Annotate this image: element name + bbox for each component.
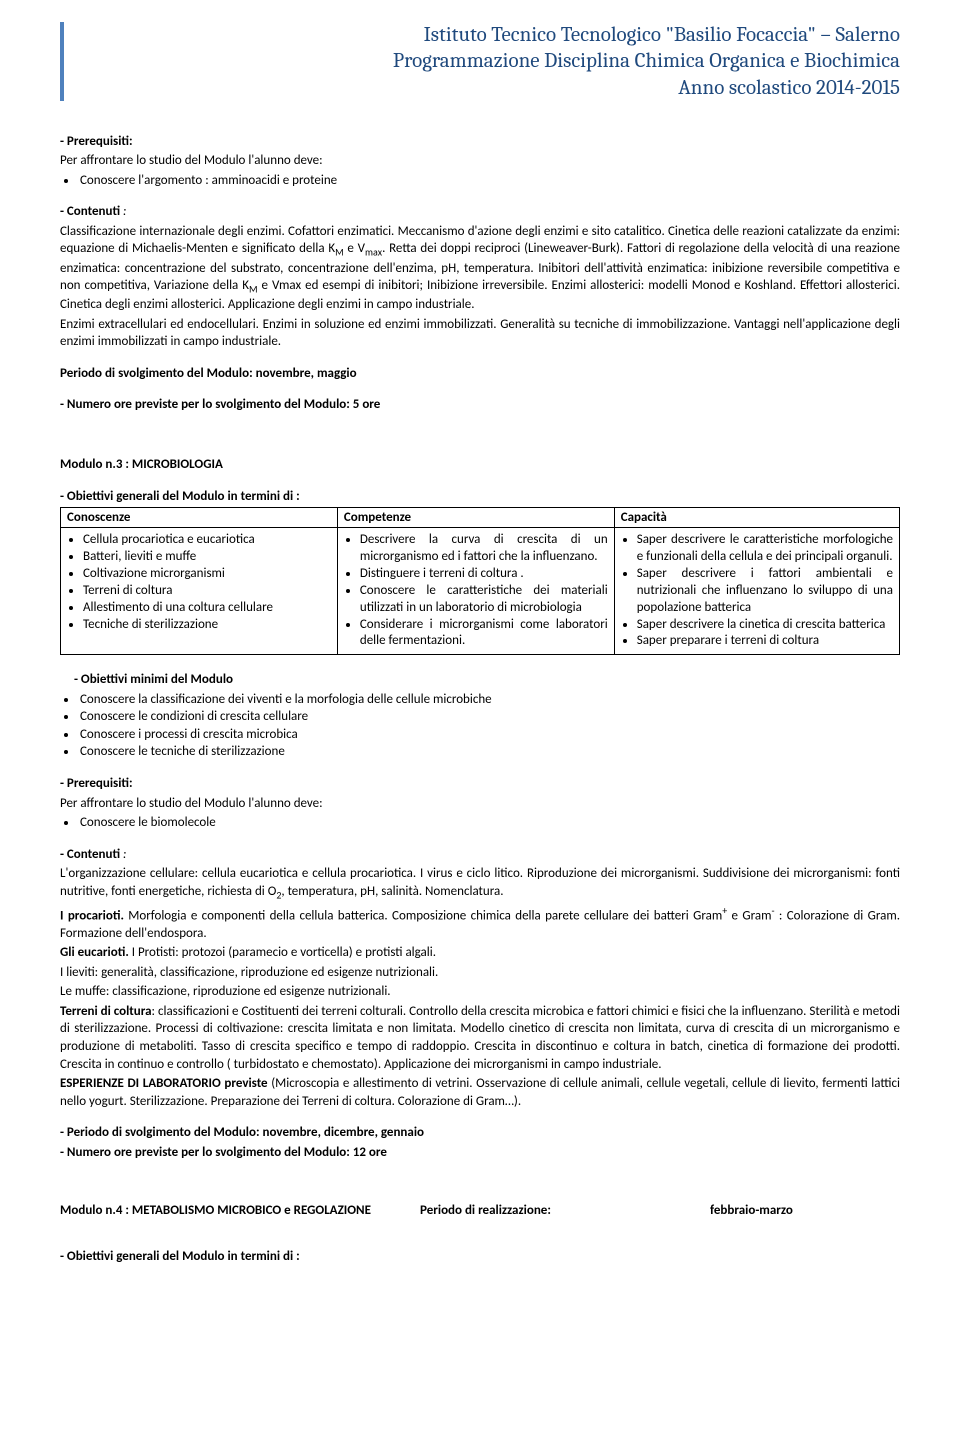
list-item: Saper preparare i terreni di coltura (637, 633, 893, 650)
list-item: Batteri, lieviti e muffe (83, 549, 331, 566)
col-header: Conoscenze (61, 508, 338, 528)
modulo4-periodo-label: Periodo di realizzazione: (420, 1203, 680, 1218)
document-page: Istituto Tecnico Tecnologico "Basilio Fo… (0, 0, 960, 1451)
m3-cont-p3: Gli eucarioti. I Protisti: protozoi (par… (60, 944, 900, 962)
list-item: Terreni di coltura (83, 583, 331, 600)
m3-cont-p2: I procarioti. Morfologia e componenti de… (60, 904, 900, 942)
list-item: Saper descrivere i fattori ambientali e … (637, 566, 893, 617)
cell-competenze: Descrivere la curva di crescita di un mi… (337, 528, 614, 655)
header-line-2: Programmazione Disciplina Chimica Organi… (90, 48, 900, 74)
list-item: Cellula procariotica e eucariotica (83, 532, 331, 549)
prereq-title: - Prerequisiti: (60, 133, 900, 151)
obiettivi-minimi-title: - Obiettivi minimi del Modulo (60, 671, 900, 689)
table-header-row: Conoscenze Competenze Capacità (61, 508, 900, 528)
modulo3-prereq-list: Conoscere le biomolecole (60, 814, 900, 832)
header-line-1: Istituto Tecnico Tecnologico "Basilio Fo… (90, 22, 900, 48)
periodo-1: Periodo di svolgimento del Modulo: novem… (60, 365, 900, 383)
list-item: Conoscere le caratteristiche dei materia… (360, 583, 608, 617)
modulo4-periodo-val: febbraio-marzo (710, 1203, 793, 1218)
list-item: Conoscere i processi di crescita microbi… (78, 726, 900, 744)
header-text: Istituto Tecnico Tecnologico "Basilio Fo… (90, 22, 900, 101)
m3-cont-p4: I lieviti: generalità, classificazione, … (60, 964, 900, 982)
list-item: Conoscere la classificazione dei viventi… (78, 691, 900, 709)
prereq-list: Conoscere l'argomento : amminoacidi e pr… (60, 172, 900, 190)
cell-conoscenze: Cellula procariotica e eucariotica Batte… (61, 528, 338, 655)
modulo3-contenuti-title: - Contenuti : (60, 846, 900, 864)
obiettivi-table: Conoscenze Competenze Capacità Cellula p… (60, 507, 900, 655)
m3-ore: - Numero ore previste per lo svolgimento… (60, 1144, 900, 1162)
list-item: Conoscere le biomolecole (78, 814, 900, 832)
modulo3-prereq-intro: Per affrontare lo studio del Modulo l'al… (60, 795, 900, 813)
modulo3-obiettivi-generali: - Obiettivi generali del Modulo in termi… (60, 488, 900, 506)
list-item: Considerare i microrganismi come laborat… (360, 617, 608, 651)
col-header: Competenze (337, 508, 614, 528)
m3-cont-p1: L'organizzazione cellulare: cellula euca… (60, 865, 900, 902)
header-line-3: Anno scolastico 2014-2015 (90, 75, 900, 101)
list-item: Allestimento di una coltura cellulare (83, 600, 331, 617)
modulo3-prereq-title: - Prerequisiti: (60, 775, 900, 793)
m3-cont-p6: Terreni di coltura: classificazioni e Co… (60, 1003, 900, 1073)
m3-cont-p7: ESPERIENZE DI LABORATORIO previste (Micr… (60, 1075, 900, 1110)
list-item: Conoscere le condizioni di crescita cell… (78, 708, 900, 726)
cell-capacita: Saper descrivere le caratteristiche morf… (614, 528, 899, 655)
modulo3-title: Modulo n.3 : MICROBIOLOGIA (60, 456, 900, 474)
header-accent-bar (60, 22, 64, 101)
obiettivi-minimi-list: Conoscere la classificazione dei viventi… (60, 691, 900, 761)
list-item: Conoscere l'argomento : amminoacidi e pr… (78, 172, 900, 190)
modulo4-header-row: Modulo n.4 : METABOLISMO MICROBICO e REG… (60, 1203, 900, 1218)
list-item: Conoscere le tecniche di sterilizzazione (78, 743, 900, 761)
m3-periodo: - Periodo di svolgimento del Modulo: nov… (60, 1124, 900, 1142)
modulo4-obiettivi-generali: - Obiettivi generali del Modulo in termi… (60, 1248, 900, 1266)
list-item: Saper descrivere le caratteristiche morf… (637, 532, 893, 566)
col-header: Capacità (614, 508, 899, 528)
table-row: Cellula procariotica e eucariotica Batte… (61, 528, 900, 655)
prereq-intro: Per affrontare lo studio del Modulo l'al… (60, 152, 900, 170)
contenuti-body-2: Enzimi extracellulari ed endocellulari. … (60, 316, 900, 351)
ore-1: - Numero ore previste per lo svolgimento… (60, 396, 900, 414)
list-item: Saper descrivere la cinetica di crescita… (637, 617, 893, 634)
list-item: Tecniche di sterilizzazione (83, 617, 331, 634)
modulo4-title: Modulo n.4 : METABOLISMO MICROBICO e REG… (60, 1203, 390, 1218)
contenuti-body-1: Classificazione internazionale degli enz… (60, 223, 900, 314)
list-item: Descrivere la curva di crescita di un mi… (360, 532, 608, 566)
m3-cont-p5: Le muffe: classificazione, riproduzione … (60, 983, 900, 1001)
list-item: Distinguere i terreni di coltura . (360, 566, 608, 583)
page-header: Istituto Tecnico Tecnologico "Basilio Fo… (60, 22, 900, 101)
list-item: Coltivazione microrganismi (83, 566, 331, 583)
contenuti-title: - Contenuti : (60, 203, 900, 221)
